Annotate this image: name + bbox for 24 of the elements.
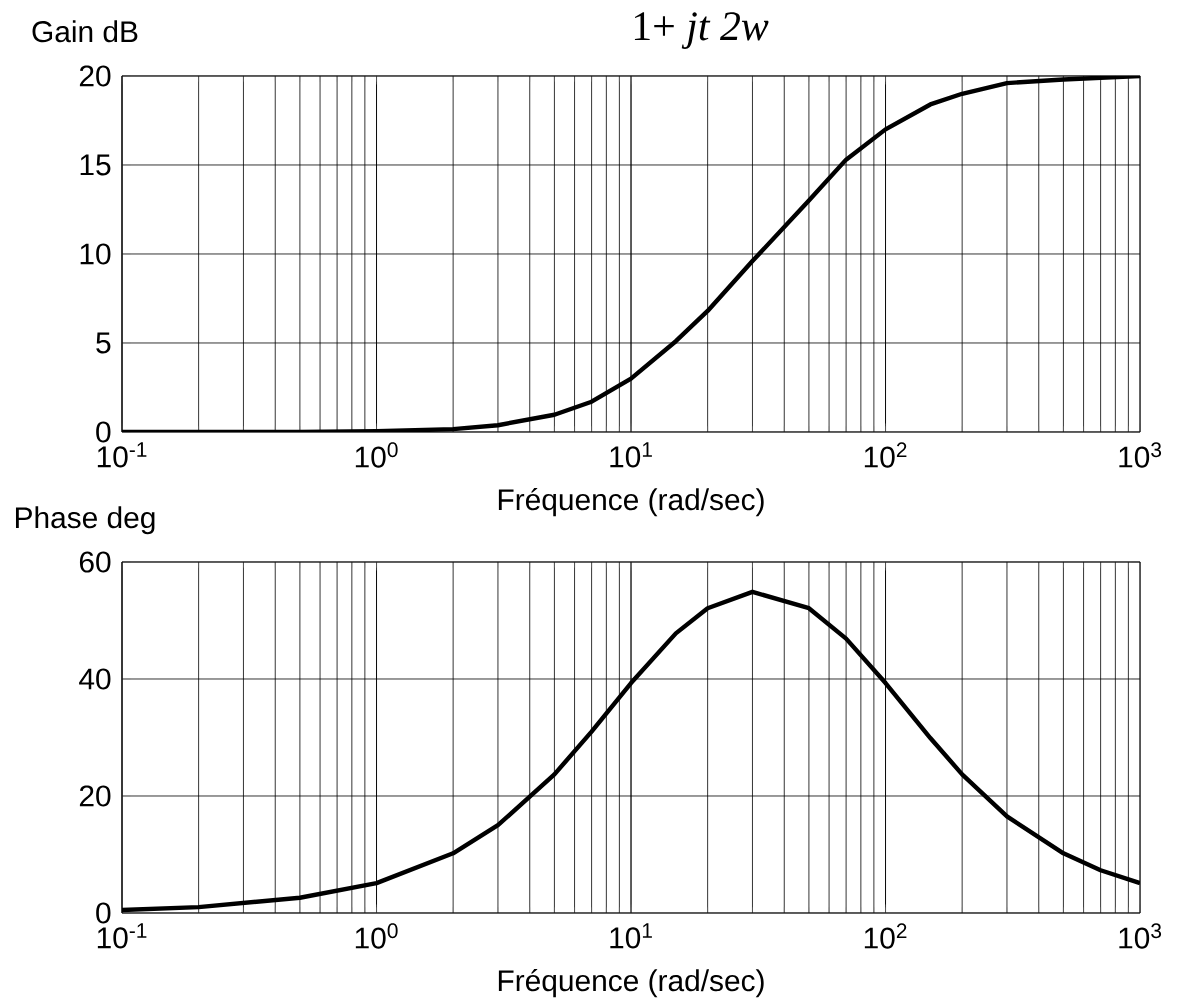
x-tick-label: 10$^{1}$ xyxy=(610,442,652,468)
y-axis-title: Gain dB xyxy=(32,20,138,43)
y-axis-title: Phase deg xyxy=(15,506,155,535)
x-tick-label: 10$^{-1}$ xyxy=(97,442,147,468)
x-tick-label: 10$^{0}$ xyxy=(355,923,398,949)
y-tick-label: 60 xyxy=(79,551,111,573)
chart-title: 1+ jt 2w xyxy=(634,12,769,49)
x-tick-label: 10$^{2}$ xyxy=(864,442,907,468)
x-tick-label: 10$^{2}$ xyxy=(864,923,907,949)
x-axis-title: Fréquence (rad/sec) xyxy=(498,487,764,517)
y-tick-label: 10 xyxy=(80,243,111,265)
y-tick-label: 40 xyxy=(79,668,111,690)
x-tick-label: 10$^{0}$ xyxy=(355,442,398,468)
x-tick-label: 10$^{-1}$ xyxy=(97,923,147,949)
x-tick-label: 10$^{3}$ xyxy=(1119,442,1162,468)
y-tick-label: 0 xyxy=(96,421,111,443)
y-tick-label: 20 xyxy=(79,65,111,87)
x-tick-label: 10$^{3}$ xyxy=(1119,923,1162,949)
y-tick-label: 20 xyxy=(79,785,111,807)
y-tick-label: 0 xyxy=(96,902,111,924)
y-tick-label: 15 xyxy=(80,154,111,176)
y-tick-label: 5 xyxy=(96,332,111,354)
x-axis-title: Fréquence (rad/sec) xyxy=(498,968,764,998)
x-tick-label: 10$^{1}$ xyxy=(610,923,652,949)
